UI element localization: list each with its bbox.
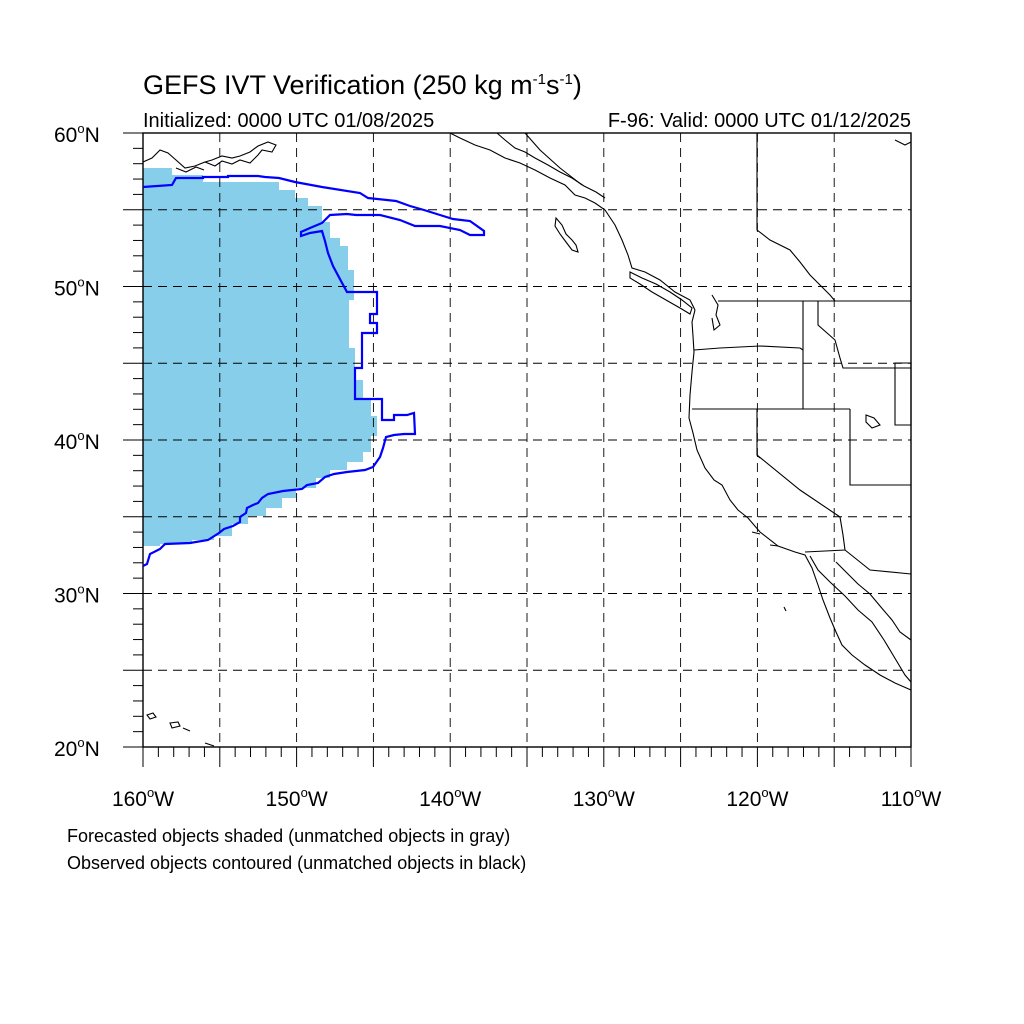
coastline-segment [146,712,157,720]
coastline-segment [756,409,841,518]
coastline-segment [175,166,205,173]
coastline-segment [844,549,912,575]
coastline-segment [809,555,912,683]
coastline-segment [711,294,721,332]
coastline-segment [756,454,761,459]
coastline-segment [894,139,912,146]
lat-label: 40oN [54,428,100,454]
coastline-segment [756,133,836,302]
coastline-segment [693,345,804,351]
coastline-segment [496,132,606,199]
coastline-segment [182,727,191,732]
lon-label: 140oW [419,785,481,811]
coastline-segment [865,414,881,429]
lon-label: 110oW [881,785,942,811]
valid-label: F-96: Valid: 0000 UTC 01/12/2025 [607,110,911,132]
coastline-segment [894,362,912,426]
graticule [123,132,912,767]
coastline-segment [629,271,693,315]
coastline [142,132,912,747]
coastline-segment [751,531,761,535]
lon-label: 120oW [726,785,788,811]
coastline-segment [524,132,583,186]
lon-label: 160oW [112,785,174,811]
map-title: GEFS IVT Verification (250 kg m-1s-1) [143,70,582,100]
coastline-segment [142,141,277,169]
lat-label: 30oN [54,582,100,608]
forecast-ivt-object [143,168,377,546]
lat-label: 60oN [54,121,100,147]
coastline-segment [783,606,787,612]
coastline-segment [169,721,181,729]
axis-labels: 20oN 30oN 40oN 50oN 60oN 160oW 150oW 140oW 130oW… [54,121,941,811]
initialized-label: Initialized: 0000 UTC 01/08/2025 [143,110,435,132]
forecast-legend-note: Forecasted objects shaded (unmatched obj… [67,826,511,846]
coastline-segment [804,516,846,553]
coastline-segment [835,561,912,641]
lon-label: 150oW [266,785,328,811]
lat-label: 50oN [54,275,100,301]
observed-legend-note: Observed objects contoured (unmatched ob… [67,853,527,873]
coastline-segment [849,409,911,486]
observed-ivt-object [142,174,486,567]
lat-label: 20oN [54,735,100,761]
coastline-segment [449,132,696,311]
coastline-segment [204,742,215,747]
coastline-segment [769,544,779,547]
lon-label: 130oW [573,785,635,811]
coastline-segment [554,216,579,253]
coastline-segment [688,309,912,691]
coastline-segment [817,301,911,369]
